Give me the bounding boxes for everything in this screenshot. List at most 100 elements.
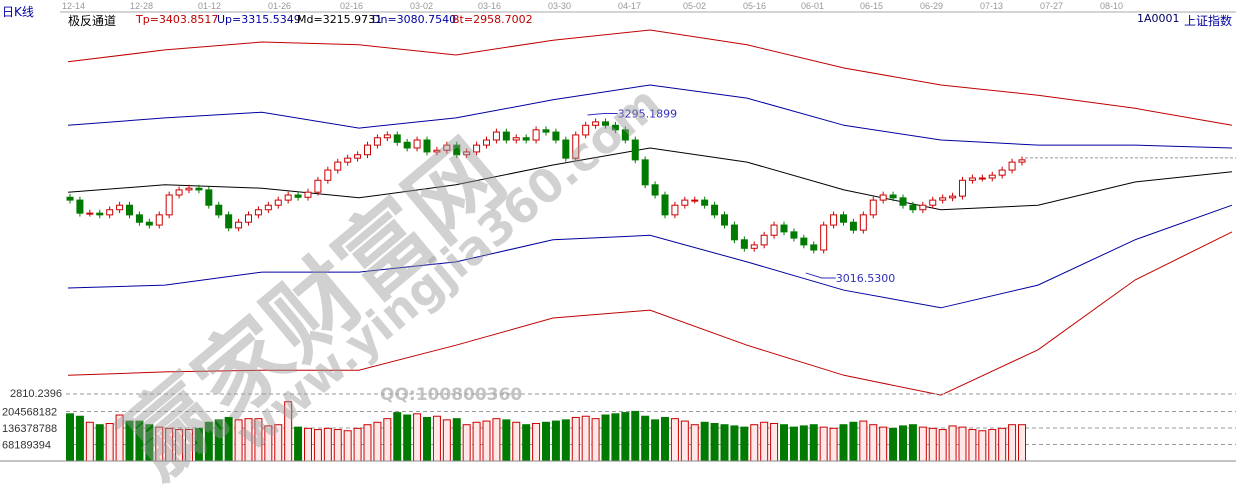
md-value: Md=3215.9731 [297, 13, 383, 26]
candle-body [96, 212, 104, 216]
candle-body [175, 189, 183, 196]
candle-body [909, 204, 917, 211]
candle-body [473, 144, 481, 153]
volume-bar [908, 424, 917, 462]
candle-body [849, 221, 857, 231]
volume-bar [670, 418, 679, 462]
date-tick-label: 05-02 [683, 1, 706, 11]
candle-body [254, 209, 262, 216]
volume-bar [849, 421, 858, 462]
volume-bar [789, 426, 798, 462]
candle-body [354, 154, 362, 159]
candle-body [76, 199, 84, 214]
volume-bar [333, 429, 342, 462]
date-tick-label: 01-12 [198, 1, 221, 11]
volume-bar [869, 424, 878, 462]
volume-bar [1018, 424, 1026, 462]
candle-body [899, 197, 907, 206]
candle-body [869, 199, 877, 216]
candle-body [978, 177, 986, 180]
candle-body [790, 231, 798, 239]
candle-body [433, 149, 441, 153]
candle-body [998, 169, 1006, 176]
date-tick-label: 05-16 [743, 1, 766, 11]
candle-body [364, 144, 371, 156]
volume-bar [621, 412, 630, 462]
candle-body [66, 196, 74, 201]
candle-body [721, 214, 728, 226]
volume-bar [710, 422, 719, 462]
candle-body [304, 191, 312, 198]
volume-bar [611, 413, 620, 462]
candle-body [373, 137, 381, 146]
date-tick-label: 06-29 [920, 1, 943, 11]
symbol-name: 上证指数 [1184, 14, 1233, 28]
candle-body [423, 139, 431, 153]
date-tick-label: 03-16 [478, 1, 501, 11]
volume-bar [730, 425, 739, 462]
volume-bar [968, 429, 977, 462]
candle-body [314, 179, 322, 193]
volume-bar [819, 426, 828, 462]
annotation-high-label: 3295.1899 [618, 107, 678, 120]
candle-body [185, 187, 193, 191]
indicator-name: 极反通道 [68, 14, 117, 28]
volume-bar [482, 420, 491, 462]
candle-body [245, 214, 252, 223]
candle-body [225, 214, 233, 229]
volume-bar [522, 424, 531, 462]
candle-body [195, 187, 203, 191]
candle-body [691, 199, 699, 202]
volume-bar [958, 426, 967, 462]
candle-body [155, 214, 163, 226]
volume-bar [393, 412, 402, 462]
candle-body [334, 161, 342, 171]
candle-body [840, 214, 847, 223]
volume-bar [581, 415, 590, 462]
channel-line-dn [67, 204, 1233, 309]
candle-body [631, 139, 639, 161]
candle-body [602, 121, 609, 126]
volume-bar [780, 424, 788, 462]
kline-chart[interactable]: 12-14 12-28 01-12 01-26 02-16 03-02 03-16 03-30… [0, 0, 1236, 462]
volume-bar [502, 419, 511, 462]
candle-body [453, 144, 461, 156]
volume-bar [551, 420, 560, 462]
candle-body [552, 131, 560, 141]
candle-body [502, 131, 510, 141]
volume-tick-label: 136378788 [2, 423, 57, 435]
candle-body [711, 204, 719, 216]
candle-body [205, 189, 213, 206]
volume-bar [542, 421, 550, 462]
date-tick-label: 12-14 [62, 1, 85, 11]
candle-body [939, 197, 947, 201]
channel-line-bt [67, 231, 1233, 396]
candle-body [284, 194, 292, 201]
candle-body [542, 129, 550, 133]
candle-body [859, 214, 867, 231]
volume-bar [661, 416, 669, 462]
candle-body [959, 179, 966, 197]
volume-bar [1008, 424, 1017, 462]
volume-bar [680, 420, 689, 462]
volume-bar [85, 421, 94, 462]
candle-body [780, 224, 788, 233]
candle-body [463, 151, 471, 156]
date-tick-label: 01-26 [268, 1, 291, 11]
volume-bar [492, 418, 501, 462]
bt-value: Bt=2958.7002 [452, 13, 533, 26]
candle-body [235, 221, 243, 229]
volume-bar [452, 418, 461, 462]
channel-line-md [67, 147, 1233, 211]
date-tick-label: 03-02 [410, 1, 433, 11]
date-tick-label: 07-27 [1040, 1, 1063, 11]
volume-bar [799, 425, 808, 462]
annotation-high-pointer [587, 112, 618, 116]
volume-tick-label: 68189394 [2, 440, 51, 452]
date-tick-label: 07-13 [980, 1, 1003, 11]
symbol-code: 1A0001 [1137, 12, 1180, 25]
date-tick-label: 06-15 [860, 1, 883, 11]
volume-bar [889, 427, 898, 462]
candle-body [681, 199, 689, 206]
channel-line-up [67, 84, 1233, 149]
